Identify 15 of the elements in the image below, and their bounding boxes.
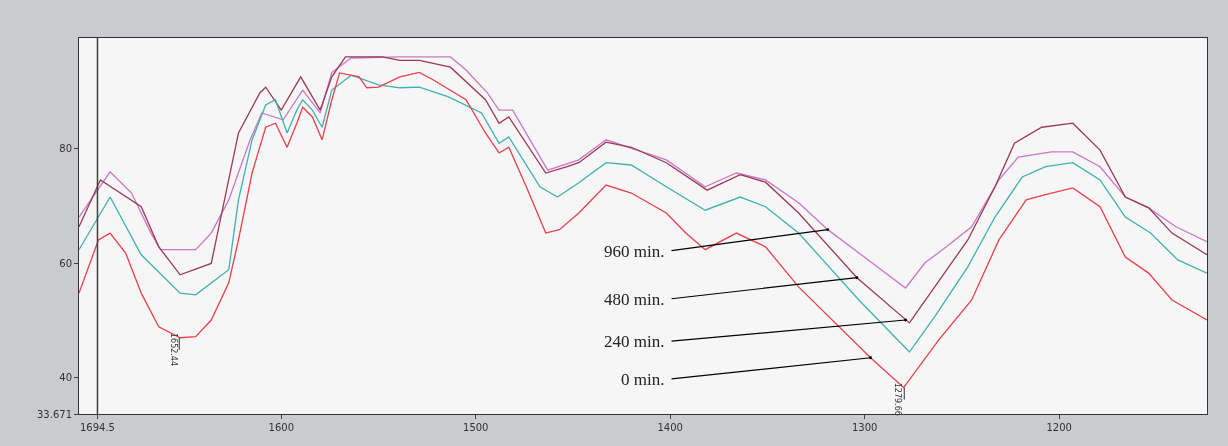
- annotation: 960 min.: [604, 242, 665, 261]
- x-tick-label: 1694.5: [79, 422, 115, 433]
- annotation: 240 min.: [604, 332, 665, 351]
- y-tick-label: 60: [59, 257, 72, 269]
- y-tick-label: 40: [59, 372, 72, 384]
- x-tick-label: 1400: [657, 422, 683, 433]
- x-tick-label: 1300: [851, 422, 878, 433]
- x-tick-label: 1600: [268, 422, 294, 433]
- x-tick-label: 1500: [463, 422, 489, 433]
- x-tick-label: 1200: [1046, 422, 1072, 433]
- annotation: 0 min.: [621, 370, 665, 389]
- annotation: 480 min.: [604, 290, 665, 309]
- y-tick-label: 80: [59, 143, 72, 155]
- annotation: 1652.44: [168, 332, 178, 367]
- y-tick-label: 33.671: [37, 408, 72, 420]
